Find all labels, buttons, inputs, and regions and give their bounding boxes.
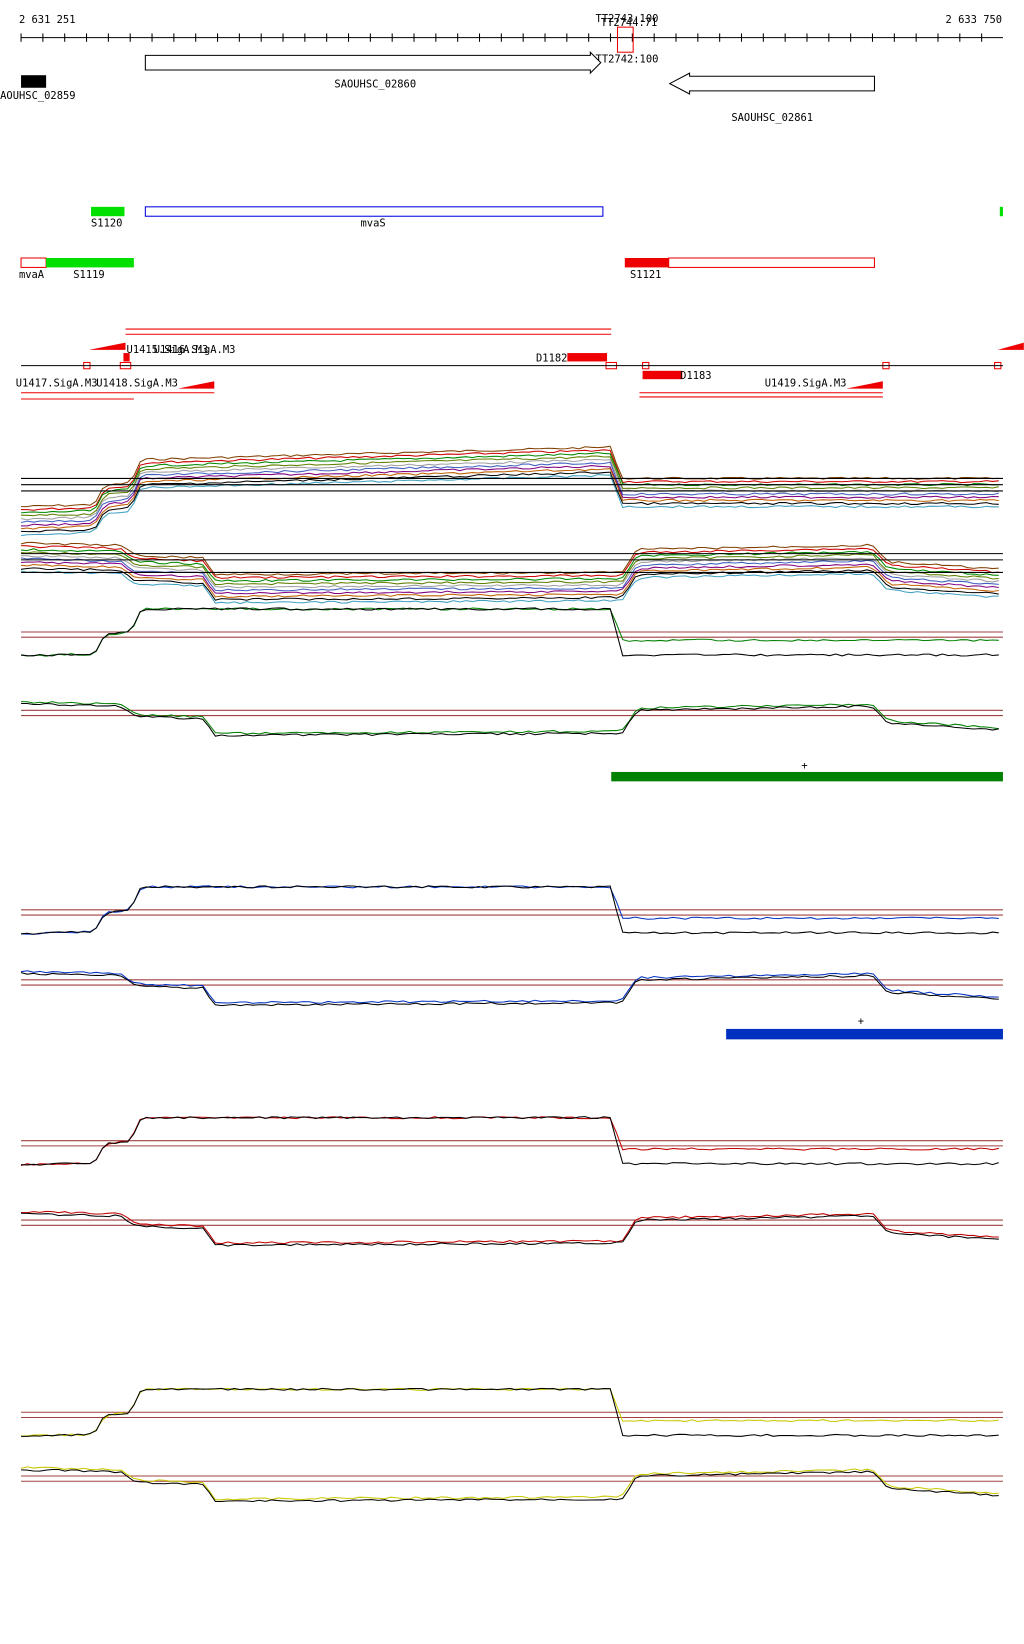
feature-label: TT2743:100 bbox=[596, 13, 659, 25]
promoter-flags bbox=[88, 342, 1024, 389]
expression-bar bbox=[611, 771, 1003, 782]
profile-line bbox=[21, 449, 999, 511]
profile-line bbox=[21, 1387, 999, 1437]
profile-line bbox=[21, 471, 999, 533]
profile-line bbox=[21, 703, 999, 737]
tt-feature bbox=[616, 26, 634, 53]
promoter-lines bbox=[21, 328, 1002, 400]
profile-line bbox=[20, 474, 999, 537]
gene-arrow bbox=[144, 50, 602, 75]
gene bbox=[21, 75, 47, 88]
profile-line bbox=[21, 701, 999, 735]
profile-line bbox=[21, 885, 999, 935]
feature-label: TT2744:71 bbox=[601, 17, 658, 29]
profile-line bbox=[21, 1469, 999, 1503]
annotation-label: S1121 bbox=[630, 269, 661, 281]
annotation bbox=[999, 206, 1003, 217]
promoter-label: U1416.SigA.M3 bbox=[154, 344, 236, 356]
axis-end: 2 633 750 bbox=[946, 14, 1003, 26]
annotation bbox=[46, 258, 134, 268]
profile-line bbox=[21, 551, 999, 586]
profile-line bbox=[21, 465, 999, 527]
promoter-label: D1183 bbox=[680, 370, 711, 382]
profile-line bbox=[20, 468, 999, 530]
annotation-label: mvaS bbox=[361, 218, 386, 230]
gene-label: SAOUHSC_02861 bbox=[731, 112, 813, 124]
profile-line bbox=[21, 554, 999, 589]
profile-line bbox=[21, 1210, 999, 1245]
annotation bbox=[668, 257, 875, 268]
profile-line bbox=[21, 1116, 999, 1166]
strand-mark: + bbox=[801, 760, 807, 772]
strand-mark: + bbox=[858, 1016, 864, 1028]
axis-ticks bbox=[20, 33, 983, 42]
profile-line bbox=[20, 570, 999, 605]
promoter-label: U1419.SigA.M3 bbox=[765, 377, 847, 389]
annotation bbox=[624, 258, 669, 268]
profile-line bbox=[20, 972, 999, 1007]
promoter-label: U1418.SigA.M3 bbox=[96, 377, 178, 389]
annotation bbox=[144, 206, 604, 217]
profile-line bbox=[21, 455, 999, 517]
feature-label: TT2742:100 bbox=[596, 54, 659, 66]
profile-line bbox=[20, 1466, 999, 1501]
profile-line bbox=[21, 548, 999, 583]
gene-label: SAOUHSC_02860 bbox=[334, 79, 416, 91]
profile-line bbox=[21, 561, 999, 595]
profile-line bbox=[20, 607, 999, 657]
profile-line bbox=[20, 458, 999, 521]
annotation-label: S1119 bbox=[73, 269, 104, 281]
profile-line bbox=[21, 1387, 999, 1437]
profile-line bbox=[21, 445, 999, 508]
axis-start: 2 631 251 bbox=[19, 14, 76, 26]
annotation-label: S1120 bbox=[91, 218, 122, 230]
promoter-label: D1182 bbox=[536, 352, 567, 364]
promoter-label: U1417.SigA.M3 bbox=[16, 377, 98, 389]
gene-arrow bbox=[668, 72, 875, 95]
promoter-label: U1415.SigA.M3 bbox=[127, 344, 209, 356]
profile-line bbox=[21, 545, 999, 579]
annotation-label: mvaA bbox=[19, 269, 45, 281]
annotation bbox=[91, 206, 125, 217]
gene-label: AOUHSC_02859 bbox=[0, 90, 75, 102]
expression-profiles bbox=[20, 445, 1003, 1503]
profile-line bbox=[20, 563, 999, 598]
profile-line bbox=[20, 461, 999, 524]
expression-bar bbox=[726, 1028, 1003, 1040]
profile-line bbox=[20, 970, 999, 1004]
profile-line bbox=[20, 452, 999, 514]
profile-line bbox=[21, 1212, 999, 1247]
